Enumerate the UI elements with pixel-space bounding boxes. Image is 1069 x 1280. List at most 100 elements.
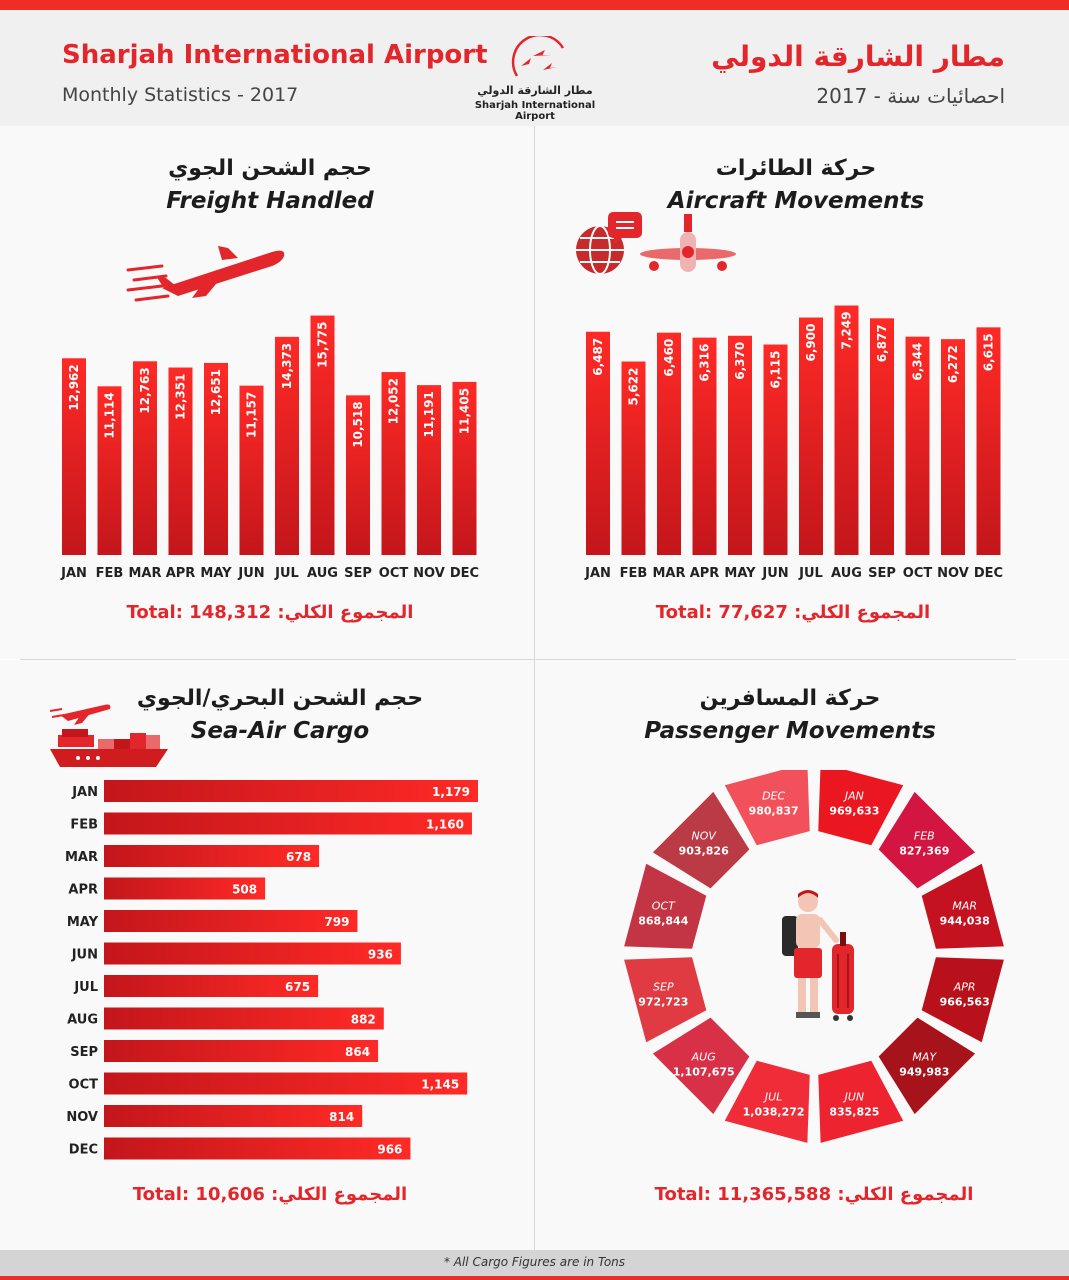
sea-air-title-ar: حجم الشحن البحري/الجوي — [136, 686, 424, 711]
passenger-title-ar: حركة المسافرين — [699, 686, 881, 711]
month-tick-label: OCT — [903, 566, 933, 581]
slice-month-label: NOV — [691, 830, 717, 843]
bar-oct — [381, 372, 406, 555]
bar-value-label: 1,145 — [421, 1078, 459, 1092]
bar-value-label: 15,775 — [316, 322, 330, 368]
bar-feb — [621, 361, 646, 555]
slice-jan — [818, 770, 904, 846]
bar-value-label: 11,191 — [422, 391, 436, 437]
footer: * All Cargo Figures are in Tons — [0, 1250, 1069, 1276]
month-tick-label: APR — [690, 566, 720, 581]
slice-month-label: FEB — [914, 830, 935, 843]
bar-aug — [104, 1007, 384, 1030]
globe-airplane-icon — [576, 212, 736, 275]
bar-mar — [657, 332, 681, 555]
page-subtitle-ar: احصائيات سنة - 2017 — [816, 84, 1005, 108]
month-tick-label: JUL — [798, 566, 823, 581]
bar-value-label: 14,373 — [280, 343, 294, 389]
bar-value-label: 12,651 — [209, 369, 223, 415]
slice-value-label: 835,825 — [829, 1106, 879, 1119]
passenger-total: Total: 11,365,588 :المجموع الكلي — [654, 1184, 974, 1205]
bar-value-label: 11,114 — [103, 392, 117, 438]
bar-apr — [168, 367, 193, 555]
bar-value-label: 6,272 — [946, 345, 960, 383]
slice-value-label: 944,038 — [940, 915, 990, 928]
bar-jan — [586, 331, 610, 555]
slice-month-label: MAY — [912, 1050, 937, 1063]
slice-month-label: SEP — [653, 980, 674, 993]
bar-jan — [104, 780, 478, 802]
bar-apr — [692, 337, 717, 555]
month-tick-label: MAR — [65, 850, 98, 865]
month-tick-label: NOV — [66, 1110, 98, 1125]
bar-value-label: 5,622 — [627, 368, 641, 406]
bar-value-label: 675 — [285, 980, 310, 994]
slice-month-label: OCT — [652, 900, 676, 913]
month-tick-label: DEC — [450, 566, 479, 581]
bar-dec — [976, 327, 1001, 555]
month-tick-label: MAY — [67, 915, 99, 930]
month-tick-label: JUN — [237, 566, 264, 581]
bar-oct — [905, 336, 930, 555]
slice-aug — [652, 1017, 750, 1115]
month-tick-label: AUG — [307, 566, 338, 581]
slice-month-label: JUL — [763, 1091, 782, 1104]
slice-nov — [652, 791, 750, 889]
bar-value-label: 814 — [329, 1110, 354, 1124]
passenger-chart: JAN 969,633 FEB 827,369 MAR 944,038 APR 966,563… — [624, 770, 1004, 1143]
birds-logo-icon — [511, 36, 565, 77]
aircraft-title-en: Aircraft Movements — [667, 188, 925, 214]
bar-value-label: 1,160 — [426, 818, 464, 832]
month-tick-label: JAN — [71, 785, 98, 800]
month-tick-label: APR — [68, 883, 98, 898]
bar-value-label: 12,962 — [67, 364, 81, 410]
freight-title-ar: حجم الشحن الجوي — [168, 156, 372, 181]
slice-month-label: APR — [953, 980, 976, 993]
bar-jun — [239, 385, 264, 555]
month-tick-label: AUG — [831, 566, 862, 581]
month-tick-label: FEB — [70, 818, 98, 833]
slice-value-label: 903,826 — [679, 845, 729, 858]
slice-sep — [624, 957, 707, 1043]
bar-value-label: 6,115 — [769, 351, 783, 389]
bar-value-label: 11,405 — [458, 388, 472, 434]
bar-aug — [834, 305, 859, 555]
bar-value-label: 966 — [377, 1143, 402, 1157]
airport-logo: مطار الشارقة الدولي Sharjah Internationa… — [455, 36, 615, 126]
bar-value-label: 12,763 — [138, 367, 152, 413]
bar-value-label: 882 — [351, 1013, 376, 1027]
bar-value-label: 6,487 — [591, 338, 605, 376]
bar-value-label: 1,179 — [432, 785, 470, 799]
slice-value-label: 980,837 — [749, 804, 799, 817]
slice-oct — [624, 863, 707, 949]
bar-dec — [104, 1137, 411, 1160]
bar-nov — [417, 385, 441, 555]
slice-month-label: DEC — [762, 789, 785, 802]
bar-jan — [62, 358, 86, 555]
panel-bg-freight — [0, 126, 534, 659]
month-tick-label: JAN — [584, 566, 611, 581]
slice-value-label: 969,633 — [829, 804, 879, 817]
month-tick-label: OCT — [69, 1078, 99, 1093]
slice-month-label: MAR — [952, 900, 977, 913]
divider-vertical — [534, 126, 535, 1250]
bar-feb — [97, 386, 122, 555]
slice-feb — [878, 791, 976, 889]
month-tick-label: JUL — [274, 566, 299, 581]
month-tick-label: MAR — [128, 566, 161, 581]
slice-may — [878, 1017, 976, 1115]
airplane-icon — [126, 246, 285, 302]
bar-jun — [104, 942, 401, 965]
month-tick-label: JUL — [73, 980, 98, 995]
footer-note: * All Cargo Figures are in Tons — [443, 1255, 626, 1269]
bar-value-label: 11,157 — [245, 392, 259, 438]
bar-value-label: 6,877 — [875, 324, 889, 362]
month-tick-label: DEC — [974, 566, 1003, 581]
bar-feb — [104, 812, 472, 835]
bar-value-label: 10,518 — [351, 401, 365, 447]
month-tick-label: NOV — [937, 566, 969, 581]
slice-jun — [818, 1060, 904, 1143]
bar-aug — [310, 315, 335, 555]
page-title-ar: مطار الشارقة الدولي — [711, 40, 1005, 73]
passenger-title-en: Passenger Movements — [644, 718, 936, 744]
